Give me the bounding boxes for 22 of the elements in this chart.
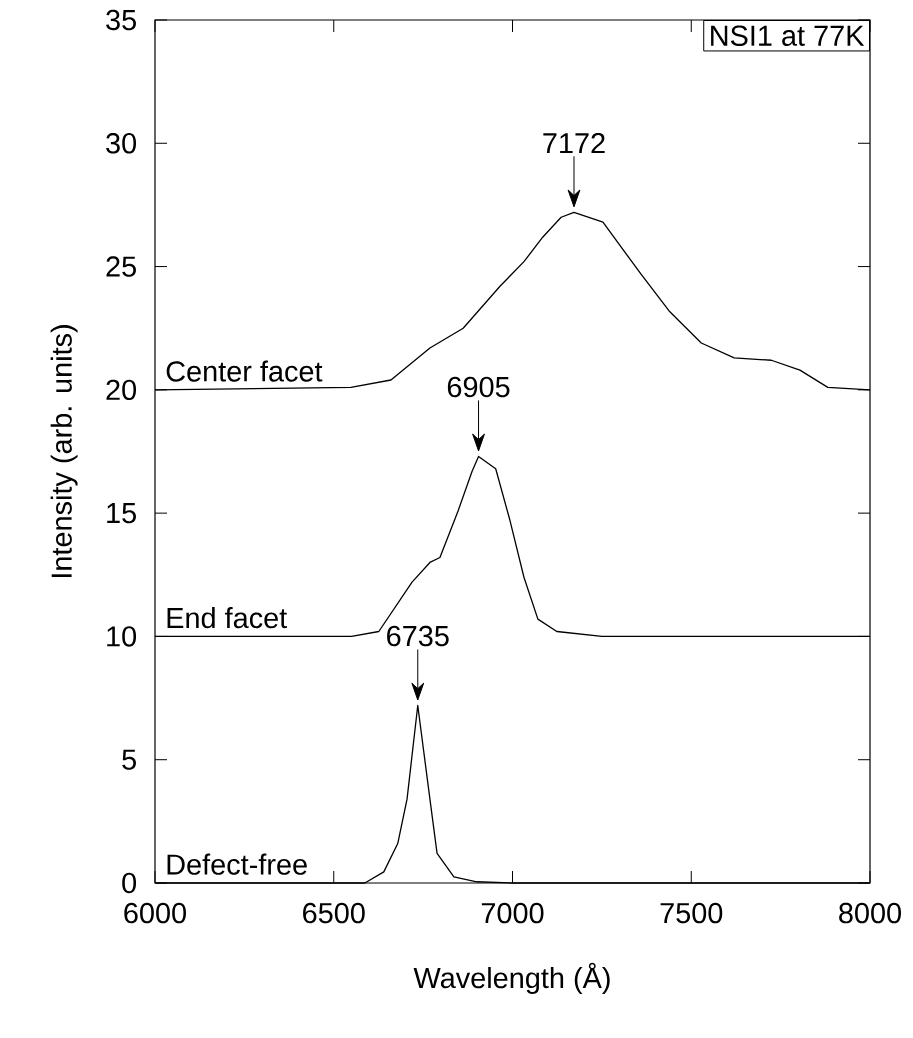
y-tick-label: 10	[107, 626, 137, 647]
y-tick-label: 20	[106, 379, 137, 401]
y-tick-label: 15	[107, 503, 136, 524]
legend-label: Defect-free	[167, 853, 307, 875]
annotation: 6905	[447, 376, 510, 398]
y-axis-title: Intensity (arb. units)	[50, 325, 78, 578]
legend-label: Center facet	[166, 360, 323, 382]
y-tick-label: 30	[106, 133, 137, 154]
y-tick-label: 0	[122, 872, 137, 894]
y-tick-label: 5	[122, 749, 136, 770]
x-tick-label: 7000	[481, 902, 544, 924]
annotation: 7172	[543, 132, 605, 154]
y-tick-label: 35	[106, 9, 136, 31]
x-tick-label: 7500	[660, 902, 723, 924]
annotation: NSI1 at 77K	[711, 25, 865, 46]
x-tick-label: 6000	[124, 902, 186, 924]
x-axis-title: Wavelength (Å)	[413, 962, 610, 994]
annotation: 6735	[387, 625, 449, 647]
x-tick-label: 8000	[839, 902, 901, 924]
y-tick-label: 25	[106, 256, 136, 277]
x-tick-label: 6500	[303, 902, 365, 924]
legend-label: End facet	[167, 607, 288, 629]
